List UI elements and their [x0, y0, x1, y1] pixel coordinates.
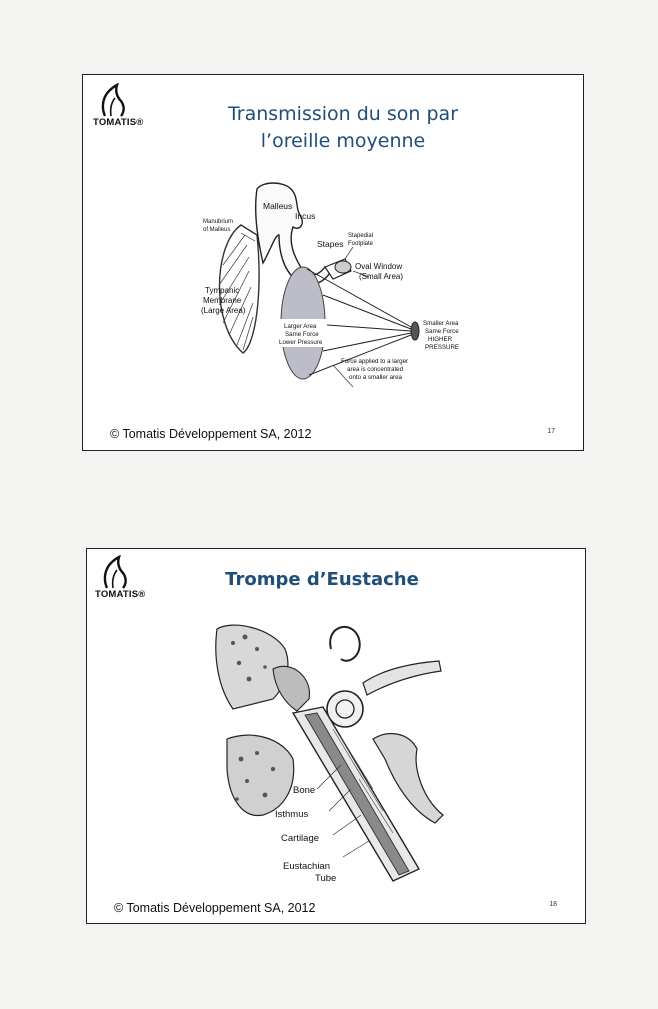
leader-lines [316, 764, 370, 858]
label-eustachian-2: Tube [315, 873, 336, 884]
slide-footer: © Tomatis Développement SA, 2012 [114, 901, 316, 915]
label-incus: Incus [295, 211, 315, 221]
slide-title: Transmission du son par l’oreille moyenn… [183, 101, 503, 155]
eustachian-tube-shape [291, 706, 420, 882]
force-arrows [306, 268, 412, 376]
label-larger-3: Lower Pressure [279, 339, 323, 346]
label-force-1: Force applied to a larger [341, 358, 408, 365]
label-force-2: area is concentrated [347, 366, 404, 373]
tomatis-logo: TOMATIS® [93, 555, 151, 611]
tomatis-logo-icon [103, 555, 127, 589]
middle-ear-cavity-shape [272, 665, 311, 712]
temporal-bone-shape [215, 624, 295, 817]
label-tympanic-1: Tympanic [205, 286, 239, 295]
nerve-shape [362, 660, 442, 696]
logo-text: TOMATIS® [93, 117, 144, 128]
small-area-ellipse [410, 321, 420, 341]
label-smaller-2: Same Force [425, 328, 459, 335]
cartilage-shape [372, 732, 444, 824]
label-bone: Bone [293, 785, 315, 796]
leader-lines [240, 232, 370, 388]
label-force-3: onto a smaller area [349, 374, 403, 381]
logo-text: TOMATIS® [95, 589, 146, 600]
page-number: 17 [547, 428, 555, 435]
label-oval-1: Oval Window [355, 262, 402, 271]
tympanic-membrane-shape [218, 224, 260, 354]
oval-window-shape [334, 260, 352, 274]
label-tympanic-2: Membrane [203, 296, 242, 305]
label-smaller-1: Smaller Area [423, 320, 459, 327]
label-oval-2: (Small Area) [359, 272, 403, 281]
slide-17: TOMATIS® Transmission du son par l’oreil… [82, 74, 584, 451]
label-stapedial-1: Stapedial [348, 233, 373, 239]
slide-18: TOMATIS® Trompe d’Eustache [86, 548, 586, 924]
label-manubrium-2: of Malleus [203, 227, 230, 233]
slide-title: Trompe d’Eustache [225, 569, 419, 590]
label-smaller-3: HIGHER [428, 336, 453, 343]
large-area-label-box [278, 319, 336, 347]
eustachian-tube-diagram: Bone Isthmus Cartilage Eustachian Tube [215, 624, 444, 884]
label-tympanic-3: (Large Area) [201, 306, 246, 315]
label-isthmus: Isthmus [275, 809, 309, 820]
label-stapes: Stapes [317, 239, 343, 249]
semicircular-canal-shape [329, 626, 361, 662]
cochlea-shape [326, 690, 364, 728]
label-stapedial-2: Footplate [348, 241, 374, 247]
tomatis-logo-icon [101, 83, 125, 117]
label-larger-2: Same Force [285, 331, 319, 338]
malleus-incus-shape [254, 182, 332, 286]
slide-footer: © Tomatis Développement SA, 2012 [110, 427, 312, 441]
label-larger-1: Larger Area [284, 323, 317, 330]
label-malleus: Malleus [263, 201, 292, 211]
label-manubrium-1: Manubrium [203, 219, 233, 225]
label-smaller-4: PRESSURE [425, 344, 459, 351]
middle-ear-diagram: Malleus Incus Manubrium of Malleus Stape… [201, 182, 459, 388]
label-cartilage: Cartilage [281, 833, 319, 844]
cochlea-inner-shape [335, 699, 355, 719]
page-number: 18 [549, 901, 557, 908]
title-line-2: l’oreille moyenne [260, 130, 426, 152]
label-eustachian-1: Eustachian [283, 861, 330, 872]
title-line-1: Transmission du son par [227, 103, 459, 125]
tomatis-logo: TOMATIS® [91, 83, 149, 139]
